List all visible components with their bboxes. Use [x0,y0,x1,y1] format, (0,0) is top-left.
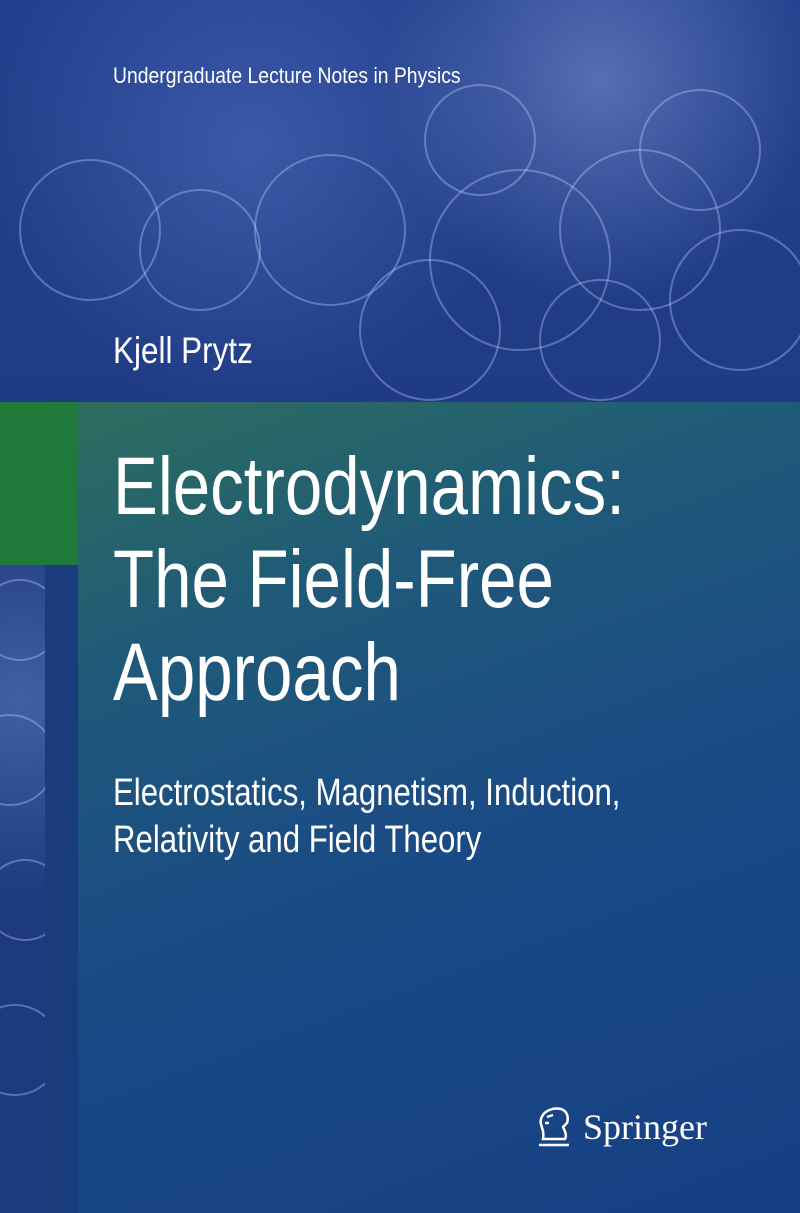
book-title: Electrodynamics: The Field-Free Approach [113,440,625,719]
book-subtitle: Electrostatics, Magnetism, Induction, Re… [113,770,620,864]
title-line: Electrodynamics: [113,441,625,532]
subtitle-line: Relativity and Field Theory [113,819,482,861]
green-accent-tab [0,402,78,565]
title-line: The Field-Free [113,534,554,625]
publisher-logo: Springer [535,1103,707,1151]
subtitle-line: Electrostatics, Magnetism, Induction, [113,772,621,814]
title-panel [78,402,800,1213]
publisher-name: Springer [583,1107,707,1147]
author-name: Kjell Prytz [113,330,253,371]
springer-horse-icon [539,1107,569,1147]
series-name: Undergraduate Lecture Notes in Physics [113,63,461,88]
title-line: Approach [113,627,401,718]
